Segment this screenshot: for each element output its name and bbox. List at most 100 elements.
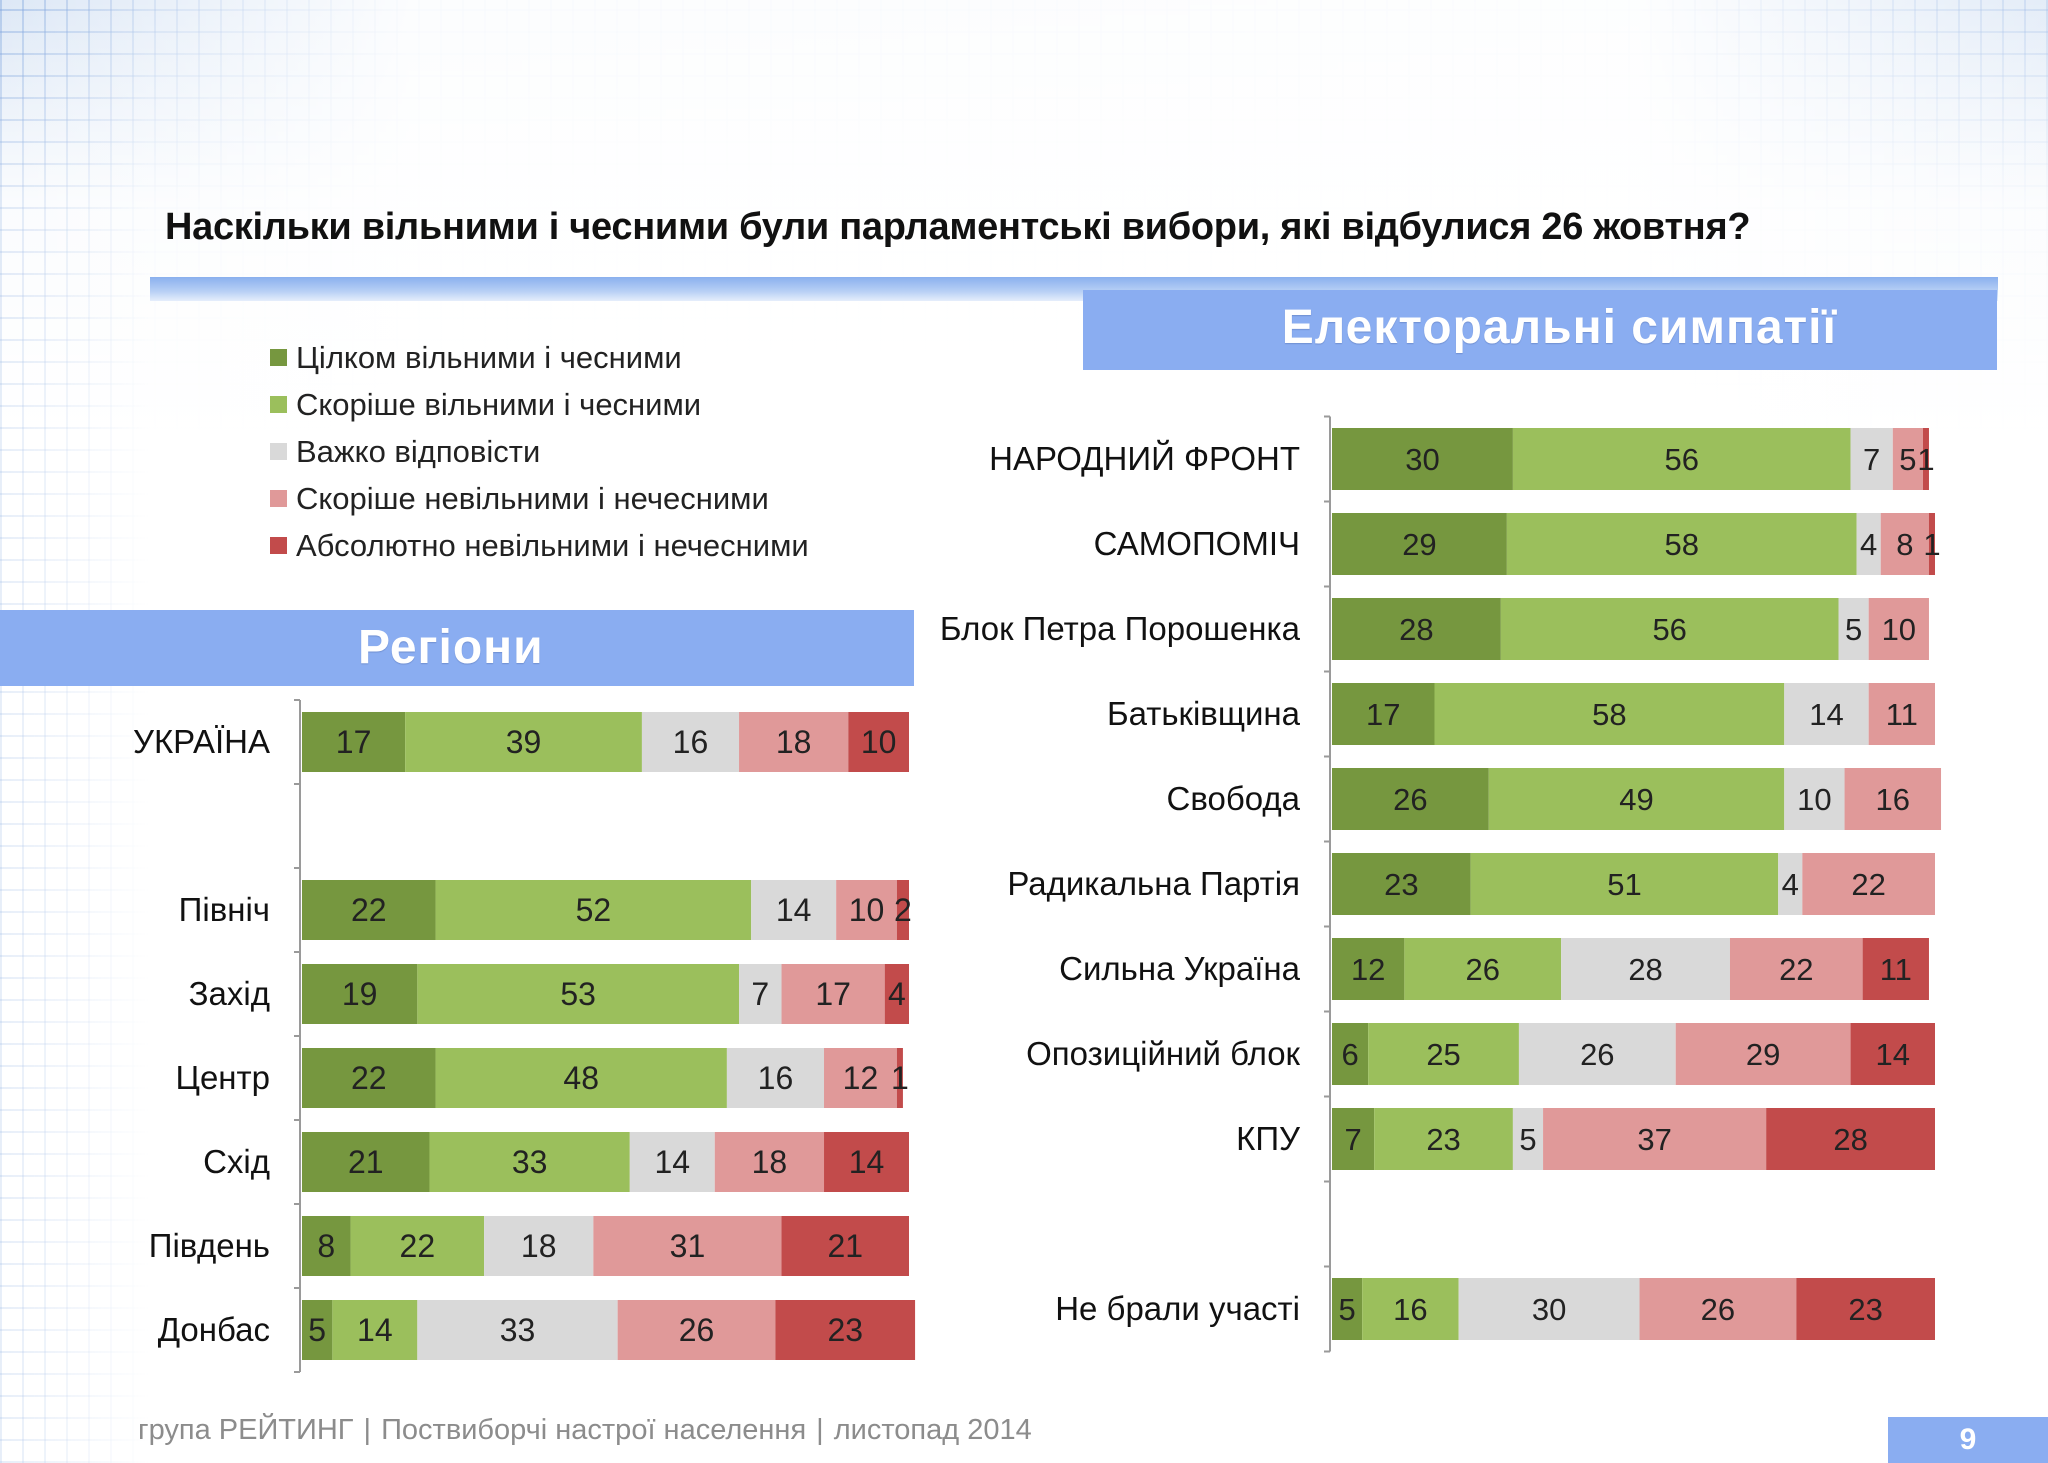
parties-bar-segment bbox=[1850, 428, 1893, 490]
parties-data-label: 28 bbox=[1628, 952, 1662, 987]
regions-category-label: Схід bbox=[203, 1143, 270, 1180]
parties-bar-segment bbox=[1458, 1278, 1640, 1340]
parties-bar-segment bbox=[1784, 768, 1845, 830]
regions-category-label: Південь bbox=[149, 1227, 270, 1264]
regions-data-label: 21 bbox=[348, 1144, 384, 1180]
regions-bar-segment bbox=[332, 1300, 418, 1360]
footer: група РЕЙТИНГ | Поствиборчі настрої населе… bbox=[138, 1414, 1032, 1447]
footer-report: Поствиборчі настрої населення bbox=[381, 1414, 807, 1446]
parties-bar-segment bbox=[1518, 1023, 1676, 1085]
parties-bar-segment bbox=[1332, 513, 1507, 575]
parties-bar-segment bbox=[1512, 1108, 1544, 1170]
legend-item-hard-to-say: Важко відповісти bbox=[270, 428, 809, 475]
parties-category-label: КПУ bbox=[1236, 1120, 1301, 1157]
regions-bar-segment bbox=[751, 880, 837, 940]
legend-label: Скоріше вільними і чесними bbox=[296, 386, 702, 422]
parties-category-label: САМОПОМІЧ bbox=[1094, 525, 1300, 562]
parties-bar-segment bbox=[1506, 513, 1857, 575]
parties-data-label: 56 bbox=[1652, 612, 1686, 647]
parties-data-label: 12 bbox=[1351, 952, 1385, 987]
regions-data-label: 4 bbox=[888, 976, 906, 1012]
parties-bar-segment bbox=[1838, 598, 1869, 660]
regions-data-label: 16 bbox=[758, 1060, 794, 1096]
regions-bar-segment bbox=[350, 1216, 485, 1276]
parties-category-label: Опозиційний блок bbox=[1026, 1035, 1300, 1072]
parties-data-label: 29 bbox=[1746, 1037, 1780, 1072]
parties-data-label: 26 bbox=[1466, 952, 1500, 987]
regions-data-label: 7 bbox=[751, 976, 769, 1012]
parties-bar-segment bbox=[1332, 768, 1489, 830]
parties-bar-segment bbox=[1332, 598, 1501, 660]
regions-data-label: 12 bbox=[843, 1060, 879, 1096]
regions-bar-segment bbox=[417, 1300, 618, 1360]
parties-bar-segment bbox=[1892, 428, 1923, 490]
parties-data-label: 10 bbox=[1797, 782, 1831, 817]
regions-data-label: 39 bbox=[506, 724, 542, 760]
legend-item-fully-free: Цілком вільними і чесними bbox=[270, 334, 809, 381]
regions-bar-segment bbox=[739, 964, 782, 1024]
regions-bar-segment bbox=[302, 712, 406, 772]
parties-data-label: 17 bbox=[1366, 697, 1400, 732]
legend-swatch bbox=[270, 443, 287, 460]
regions-bar-segment bbox=[629, 1132, 715, 1192]
regions-data-label: 8 bbox=[317, 1228, 335, 1264]
parties-bar-segment bbox=[1332, 683, 1435, 745]
regions-bar-segment bbox=[824, 1132, 909, 1192]
parties-bar-segment bbox=[1434, 683, 1785, 745]
regions-bar-segment bbox=[836, 880, 897, 940]
regions-data-label: 14 bbox=[357, 1312, 393, 1348]
parties-bar-segment bbox=[1332, 428, 1513, 490]
regions-bar-segment bbox=[714, 1132, 825, 1192]
regions-bar-segment bbox=[775, 1300, 916, 1360]
regions-data-label: 14 bbox=[776, 892, 812, 928]
legend-label: Цілком вільними і чесними bbox=[296, 339, 682, 375]
parties-bar-segment bbox=[1488, 768, 1785, 830]
regions-bar-segment bbox=[726, 1048, 825, 1108]
regions-data-label: 18 bbox=[752, 1144, 788, 1180]
parties-data-label: 7 bbox=[1863, 442, 1880, 477]
parties-bar-segment bbox=[1862, 938, 1929, 1000]
regions-banner: Регіони bbox=[0, 610, 914, 686]
parties-bar-segment bbox=[1850, 1023, 1935, 1085]
legend-swatch bbox=[270, 490, 287, 507]
parties-category-label: Сильна Україна bbox=[1059, 950, 1300, 987]
regions-data-label: 18 bbox=[776, 724, 812, 760]
regions-data-label: 17 bbox=[336, 724, 372, 760]
parties-data-label: 26 bbox=[1580, 1037, 1614, 1072]
regions-data-label: 23 bbox=[827, 1312, 863, 1348]
parties-data-label: 5 bbox=[1338, 1292, 1355, 1327]
parties-data-label: 23 bbox=[1426, 1122, 1460, 1157]
parties-data-label: 6 bbox=[1341, 1037, 1358, 1072]
parties-category-label: Не брали участі bbox=[1055, 1290, 1300, 1327]
parties-banner-label: Електоральні симпатії bbox=[1281, 301, 1837, 354]
regions-bar-segment bbox=[302, 1048, 436, 1108]
regions-bar-segment bbox=[617, 1300, 776, 1360]
parties-bar-segment bbox=[1729, 938, 1863, 1000]
page-number: 9 bbox=[1888, 1417, 2048, 1463]
parties-data-label: 29 bbox=[1402, 527, 1436, 562]
parties-category-label: НАРОДНИЙ ФРОНТ bbox=[989, 440, 1300, 477]
parties-category-label: Батьківщина bbox=[1107, 695, 1301, 732]
parties-bar-segment bbox=[1332, 1278, 1363, 1340]
legend-item-rather-free: Скоріше вільними і чесними bbox=[270, 381, 809, 428]
parties-bar-segment bbox=[1856, 513, 1881, 575]
regions-bar-segment bbox=[781, 964, 885, 1024]
legend-swatch bbox=[270, 349, 287, 366]
parties-bar-segment bbox=[1332, 1108, 1375, 1170]
parties-bar-segment bbox=[1543, 1108, 1767, 1170]
regions-bar-segment bbox=[848, 712, 909, 772]
regions-bar-segment bbox=[896, 1048, 903, 1108]
parties-data-label: 23 bbox=[1848, 1292, 1882, 1327]
regions-data-label: 19 bbox=[342, 976, 378, 1012]
parties-data-label: 11 bbox=[1880, 952, 1912, 987]
parties-bar-segment bbox=[1922, 428, 1929, 490]
parties-bar-segment bbox=[1802, 853, 1935, 915]
regions-bar-segment bbox=[593, 1216, 782, 1276]
legend-label: Скоріше невільними і нечесними bbox=[296, 480, 769, 516]
regions-bar-segment bbox=[417, 964, 740, 1024]
regions-data-label: 2 bbox=[894, 892, 912, 928]
regions-bar-segment bbox=[435, 1048, 727, 1108]
parties-bar-segment bbox=[1404, 938, 1562, 1000]
parties-data-label: 10 bbox=[1882, 612, 1916, 647]
